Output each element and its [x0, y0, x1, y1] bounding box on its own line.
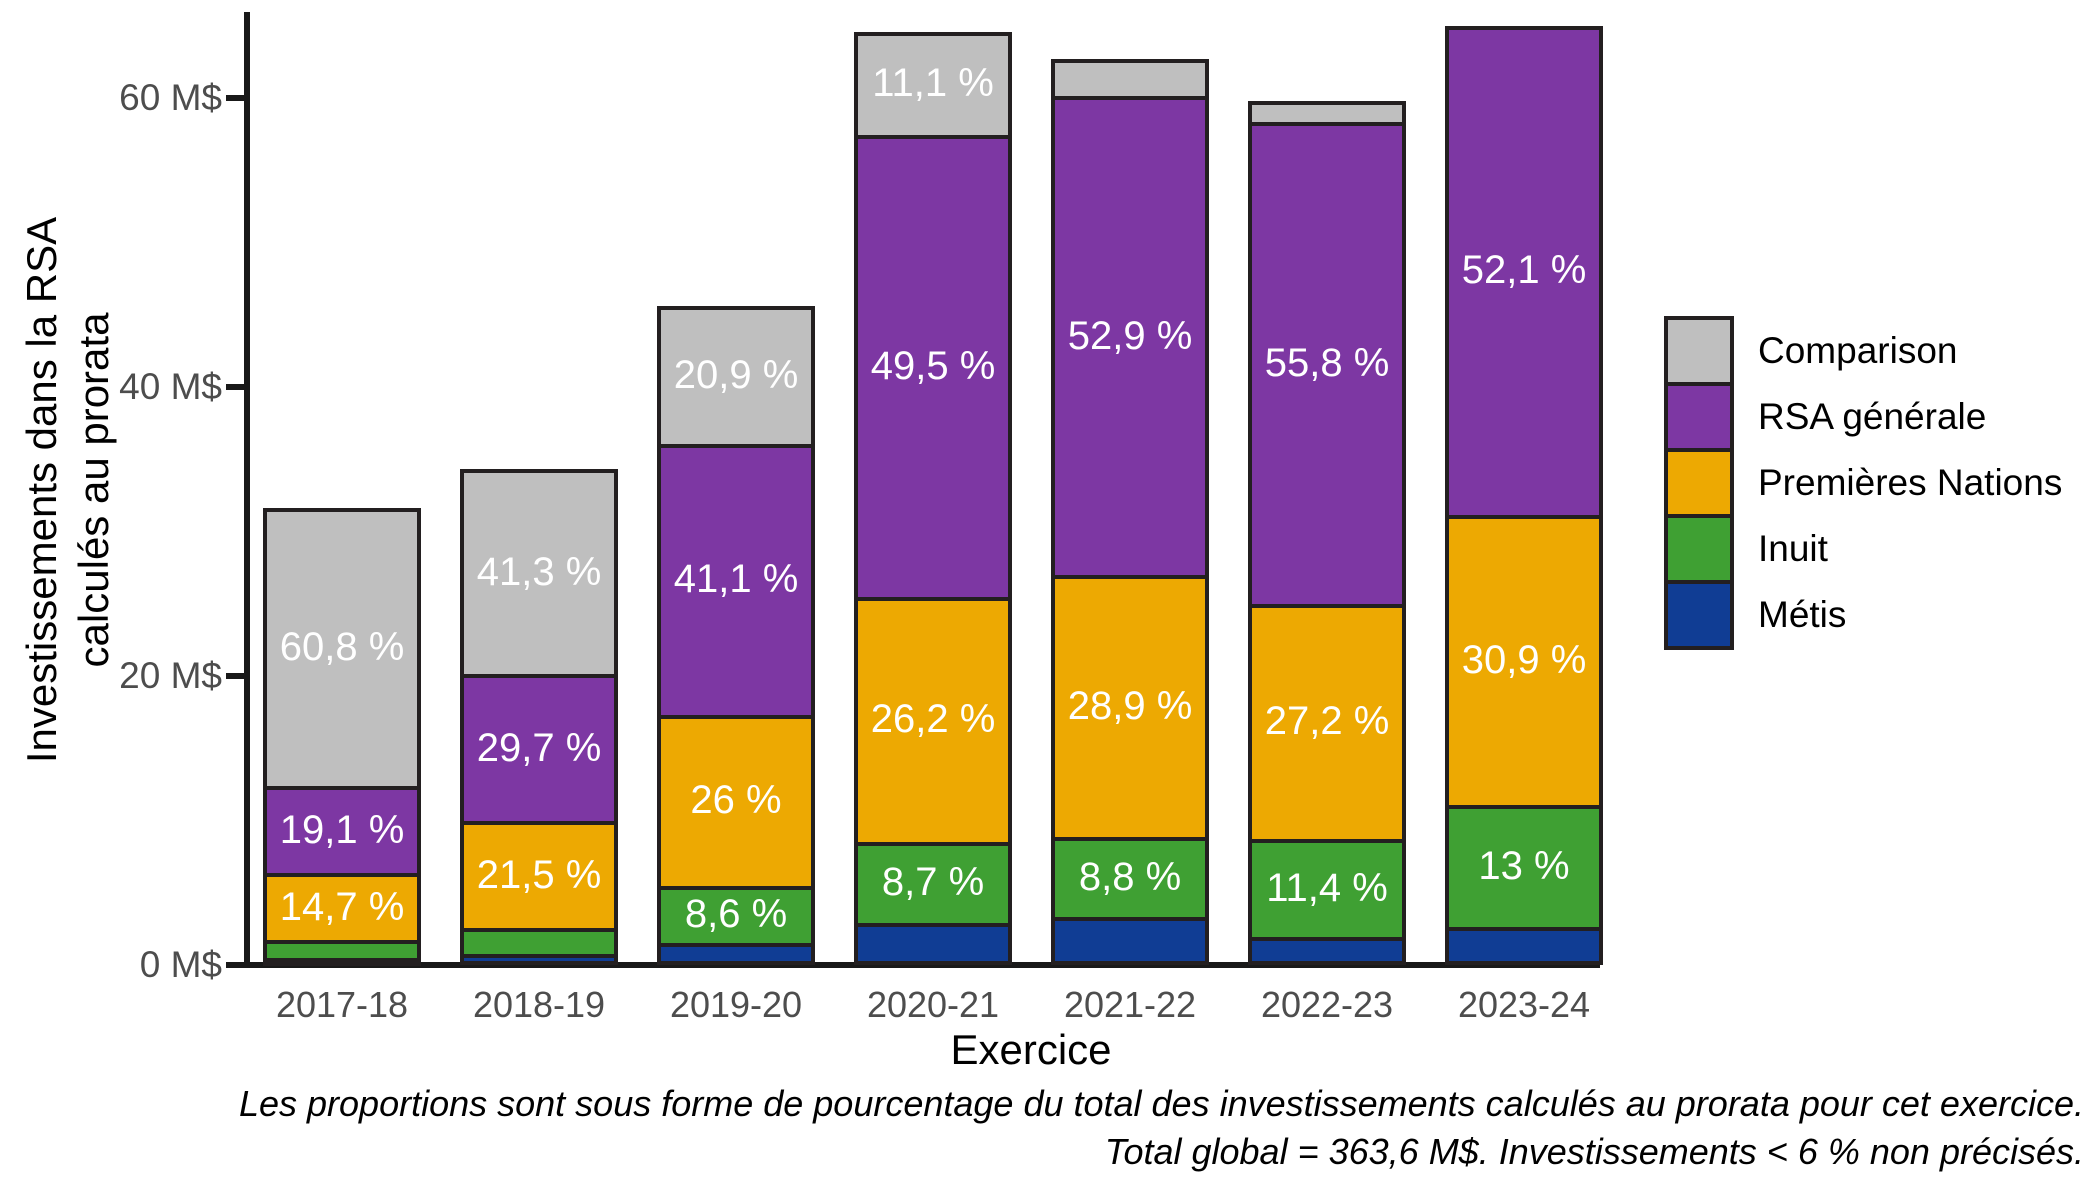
bar-segment-comparison [657, 306, 815, 448]
bar-segment-comparison [1248, 100, 1406, 126]
bar-segment-premi-res-nations [263, 873, 421, 945]
y-axis-title: Investissements dans la RSA calculés au … [16, 190, 120, 790]
bar-segment-m-tis [1248, 937, 1406, 965]
legend-item-label: Métis [1758, 594, 1847, 635]
bar-segment-inuit [657, 885, 815, 947]
x-tick-label: 2019-20 [669, 984, 803, 1025]
bar-segment-rsa-g-n-rale [657, 443, 815, 719]
caption-line1: Les proportions sont sous forme de pourc… [238, 1083, 2084, 1124]
bar-segment-rsa-g-n-rale [263, 786, 421, 878]
bar-segment-comparison [263, 508, 421, 790]
bar-segment-inuit [1248, 838, 1406, 942]
y-tick-mark [226, 95, 244, 101]
bar-segment-rsa-g-n-rale [1051, 96, 1209, 580]
y-tick-label: 60 M$ [119, 77, 222, 118]
y-tick-label: 0 M$ [139, 944, 222, 985]
legend-key-swatch [1664, 382, 1734, 452]
x-tick-label: 2017-18 [275, 984, 409, 1025]
x-tick-label: 2020-21 [866, 984, 1000, 1025]
legend-item-label: Comparison [1758, 330, 1958, 371]
x-axis-title: Exercice [950, 1026, 1112, 1073]
bar-segment-rsa-g-n-rale [854, 135, 1012, 602]
bar-segment-inuit [1445, 805, 1603, 932]
bar-segment-m-tis [854, 922, 1012, 965]
bar-segment-comparison [1051, 58, 1209, 101]
bar-segment-rsa-g-n-rale [1445, 25, 1603, 520]
bar-segment-m-tis [1051, 916, 1209, 965]
bar-segment-premi-res-nations [1248, 603, 1406, 843]
y-tick-mark [226, 384, 244, 390]
legend-key-swatch [1664, 514, 1734, 584]
legend-item-label: Inuit [1758, 528, 1828, 569]
x-axis-line [244, 962, 1600, 968]
bar-segment-premi-res-nations [657, 714, 815, 890]
y-tick-mark [226, 962, 244, 968]
x-tick-label: 2018-19 [472, 984, 606, 1025]
x-tick-label: 2023-24 [1457, 984, 1591, 1025]
y-tick-mark [226, 673, 244, 679]
bar-segment-rsa-g-n-rale [1248, 121, 1406, 608]
y-tick-label: 20 M$ [119, 655, 222, 696]
x-tick-label: 2022-23 [1260, 984, 1394, 1025]
bar-segment-comparison [460, 469, 618, 679]
bar-segment-premi-res-nations [460, 821, 618, 932]
bar-segment-rsa-g-n-rale [460, 674, 618, 826]
legend-item-label: Premières Nations [1758, 462, 2063, 503]
y-axis-title-line1: Investissements dans la RSA [18, 216, 65, 764]
bar-segment-inuit [460, 927, 618, 958]
legend-item-label: RSA générale [1758, 396, 1987, 437]
y-tick-label: 40 M$ [119, 366, 222, 407]
legend-key-swatch [1664, 316, 1734, 386]
bar-segment-inuit [1051, 837, 1209, 921]
caption-line2: Total global = 363,6 M$. Investissements… [1104, 1131, 2084, 1172]
bar-segment-inuit [854, 841, 1012, 927]
legend-key-swatch [1664, 448, 1734, 518]
y-axis-line [244, 12, 250, 968]
bar-segment-comparison [854, 31, 1012, 140]
bar-segment-premi-res-nations [1445, 515, 1603, 810]
bar-segment-premi-res-nations [854, 597, 1012, 846]
legend-key-swatch [1664, 580, 1734, 650]
y-axis-title-line2: calculés au prorata [70, 312, 117, 668]
x-tick-label: 2021-22 [1063, 984, 1197, 1025]
bar-segment-premi-res-nations [1051, 575, 1209, 842]
caption: Les proportions sont sous forme de pourc… [84, 1080, 2084, 1176]
bar-segment-m-tis [1445, 927, 1603, 965]
